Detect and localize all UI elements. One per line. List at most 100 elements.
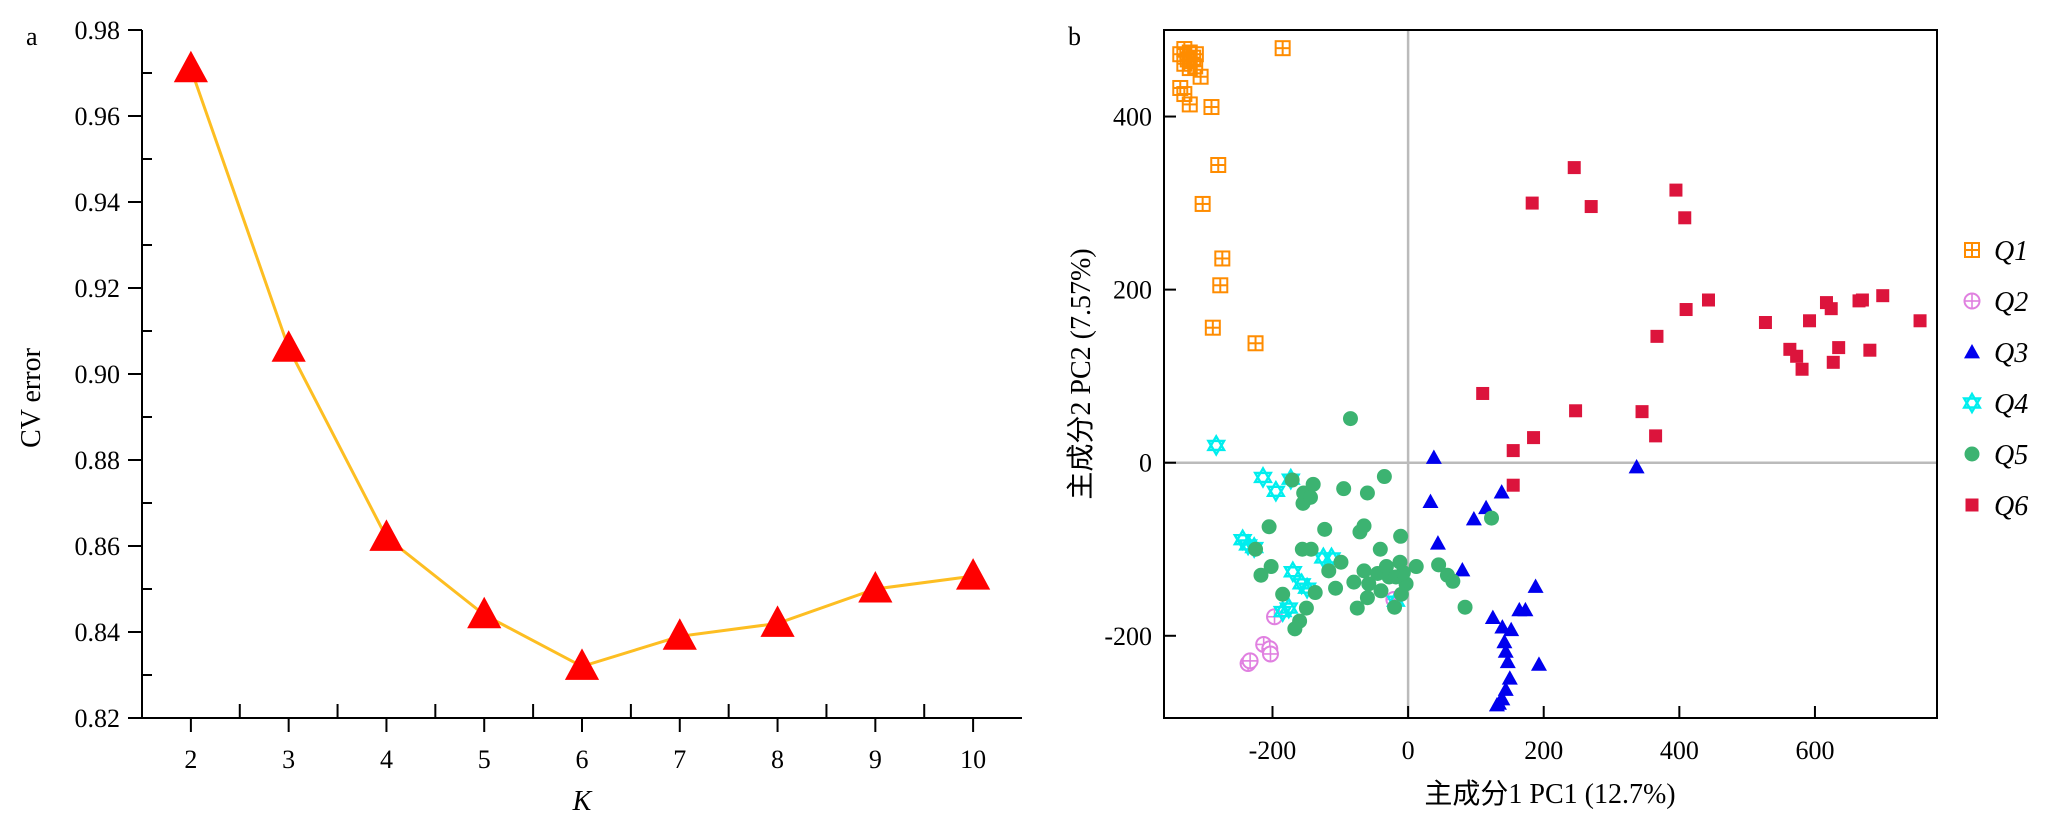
panel-b-point-q3 — [1493, 484, 1510, 499]
panel-b-point-q6 — [1567, 161, 1581, 175]
panel-b-point-q5 — [1307, 585, 1323, 601]
legend-item-q5: Q5 — [1964, 440, 2028, 471]
panel-b-point-q5 — [1284, 472, 1300, 488]
panel-b-series-q3 — [1422, 449, 1645, 712]
panel-b-y-tick-label: 200 — [1113, 276, 1152, 305]
legend-marker-q3 — [1964, 344, 1980, 359]
panel-b-point-q3 — [1496, 633, 1513, 649]
panel-a-y-tick-label: 0.88 — [75, 446, 121, 475]
panel-b-point-q5 — [1431, 557, 1447, 573]
panel-b-x-tick-label: 200 — [1524, 736, 1563, 765]
panel-a-y-tick-label: 0.96 — [75, 102, 121, 131]
legend-marker-q2 — [1963, 292, 1981, 310]
panel-a-y-tick-label: 0.94 — [75, 188, 121, 217]
panel-b-point-q2 — [1241, 652, 1259, 670]
panel-b-point-q5 — [1408, 559, 1424, 575]
panel-b-x-tick-label: 600 — [1795, 736, 1834, 765]
panel-a-point — [760, 605, 795, 637]
panel-b-point-q3 — [1422, 493, 1439, 509]
panel-b-point-q1 — [1203, 99, 1220, 116]
legend-marker-q5 — [1964, 446, 1980, 462]
panel-b-label: b — [1068, 22, 1081, 51]
panel-a-x-tick-label: 9 — [869, 745, 882, 774]
panel-a-line — [189, 68, 974, 669]
panel-b-point-q3 — [1628, 459, 1645, 474]
panel-b-point-q3 — [1499, 653, 1516, 669]
legend-item-q3: Q3 — [1964, 338, 2028, 369]
panel-b-point-q3 — [1497, 643, 1514, 658]
panel-a-y-tick-label: 0.82 — [75, 704, 121, 733]
panel-a-point — [467, 596, 502, 629]
panel-b-point-q3 — [1425, 449, 1442, 464]
panel-b-point-q1 — [1194, 195, 1211, 212]
panel-b-point-q6 — [1527, 431, 1541, 445]
panel-b-point-q5 — [1359, 590, 1375, 606]
panel-b-point-q1 — [1212, 277, 1229, 294]
panel-b-point-q3 — [1478, 499, 1495, 515]
legend-marker-q4 — [1962, 391, 1982, 415]
panel-b-point-q6 — [1649, 429, 1663, 443]
legend-label-q2: Q2 — [1994, 287, 2028, 318]
panel-b-point-q6 — [1476, 386, 1490, 400]
panel-b-point-q5 — [1372, 541, 1388, 557]
panel-b-point-q6 — [1790, 349, 1804, 363]
panel-b-point-q2 — [1261, 645, 1279, 663]
panel-b-point-q1 — [1187, 58, 1204, 75]
panel-b-y-tick-label: 400 — [1113, 103, 1152, 132]
panel-a-x-ticks: 2 3 4 5 6 7 8 9 10 — [184, 704, 986, 774]
panel-b-point-q5 — [1253, 567, 1269, 583]
panel-a-y-ticks: 0.82 0.84 0.86 0.88 0.90 0.92 0.94 0.96 0.98 — [75, 16, 152, 733]
panel-b-legend: Q1 Q2 Q3 Q4 Q5 Q6 — [1962, 236, 2028, 522]
panel-a-x-tick-label: 4 — [380, 745, 393, 774]
panel-b-point-q6 — [1824, 302, 1838, 316]
panel-b-point-q3 — [1494, 619, 1511, 634]
panel-b-point-q3 — [1527, 578, 1544, 593]
panel-b-point-q4 — [1206, 434, 1227, 457]
panel-b-point-q6 — [1795, 362, 1809, 376]
panel-b-point-q5 — [1317, 521, 1333, 537]
legend-item-q4: Q4 — [1962, 389, 2028, 420]
panel-b-point-q5 — [1305, 476, 1321, 492]
panel-b-point-q4 — [1265, 479, 1286, 503]
panel-b-point-q5 — [1376, 469, 1392, 485]
panel-a-point — [173, 50, 208, 83]
panel-a-label: a — [26, 22, 38, 51]
panel-b-point-q5 — [1484, 510, 1500, 526]
legend-label-q3: Q3 — [1994, 338, 2028, 369]
legend-item-q2: Q2 — [1963, 287, 2028, 318]
panel-a-x-axis-title: K — [572, 786, 593, 817]
panel-b-point-q6 — [1876, 289, 1890, 303]
panel-b-point-q3 — [1530, 656, 1547, 671]
panel-b-point-q3 — [1454, 562, 1471, 577]
legend-label-q1: Q1 — [1994, 236, 2028, 267]
panel-b-point-q6 — [1913, 314, 1927, 328]
panel-a-x-tick-label: 2 — [184, 745, 197, 774]
panel-b-series-q1 — [1172, 40, 1291, 352]
panel-a-y-tick-label: 0.90 — [75, 360, 121, 389]
panel-b-y-axis-title: 主成分2 PC2 (7.57%) — [1065, 248, 1097, 499]
legend-label-q4: Q4 — [1994, 389, 2028, 420]
panel-b-point-q6 — [1569, 404, 1583, 418]
panel-b-y-tick-label: 0 — [1139, 449, 1152, 478]
panel-a-x-tick-label: 7 — [673, 745, 686, 774]
panel-b-point-q4 — [1253, 466, 1273, 489]
panel-b-point-q3 — [1484, 609, 1501, 625]
panel-b-point-q6 — [1855, 293, 1869, 307]
panel-b-point-q3 — [1503, 621, 1520, 637]
legend-label-q5: Q5 — [1994, 440, 2028, 471]
panel-b-point-q6 — [1506, 478, 1520, 492]
legend-item-q1: Q1 — [1964, 236, 2028, 267]
panel-b-point-q6 — [1678, 211, 1692, 225]
panel-b-point-q6 — [1506, 444, 1520, 458]
panel-a-point — [956, 558, 991, 590]
panel-b-point-q5 — [1356, 518, 1372, 534]
panel-b-point-q3 — [1490, 695, 1507, 710]
panel-a-point — [564, 648, 600, 680]
panel-b-point-q5 — [1275, 586, 1291, 602]
panel-b-point-q5 — [1395, 565, 1411, 581]
panel-b-point-q6 — [1803, 314, 1817, 328]
panel-b-point-q5 — [1393, 586, 1409, 602]
panel-b-point-q5 — [1261, 519, 1277, 535]
panel-b-point-q1 — [1176, 86, 1193, 103]
